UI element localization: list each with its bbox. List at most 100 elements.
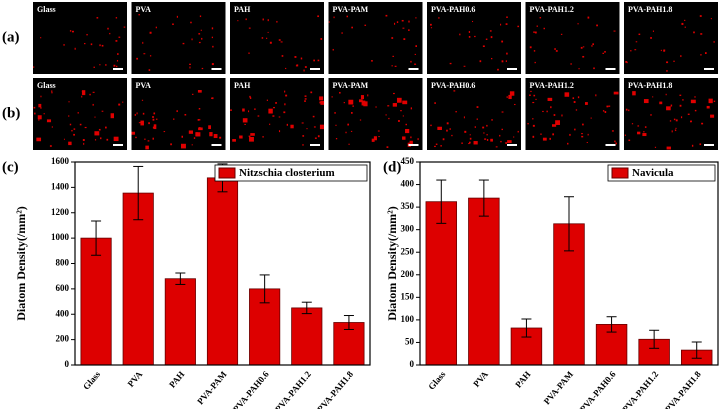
speck [301,122,304,124]
x-tick-label: Glass [81,369,102,392]
speck [306,128,308,130]
error-bar [478,179,489,217]
error-bar [691,341,702,359]
speck [201,67,204,70]
speck [101,44,104,47]
speck [491,119,493,121]
plot-frame [74,161,371,366]
speck [51,126,53,128]
speck [261,37,264,39]
speck [346,15,349,18]
speck [116,60,119,62]
speck [90,43,93,46]
micrograph [427,78,521,150]
speck [358,99,363,103]
image-label: PVA-PAM [333,81,369,90]
speck [68,141,72,146]
speck [391,65,393,67]
speck [269,123,271,126]
micrograph [230,78,324,150]
speck [694,109,697,112]
speck [360,95,365,100]
speck [543,27,545,30]
speck [501,128,503,131]
speck [278,39,281,41]
speck [68,115,70,117]
speck [402,136,406,140]
speck [700,33,703,35]
speck [535,98,537,101]
speck [148,122,150,125]
speck [596,24,598,27]
speck [257,115,260,117]
speck [38,103,42,108]
speck [532,101,535,104]
speck [396,97,402,103]
speck [33,66,35,68]
speck [534,61,536,64]
speck [40,107,42,109]
speck [581,135,584,138]
speck [266,37,268,39]
speck [319,124,324,130]
speck [86,33,88,36]
bar [425,201,458,366]
speck [700,54,702,56]
speck [364,24,367,26]
speck [170,143,172,146]
speck [135,136,137,139]
speck [40,37,42,39]
y-tick-label: 1000 [51,232,70,242]
speck [92,91,95,93]
speck [680,116,683,119]
speck [190,21,192,24]
legend-box [607,164,716,182]
speck [68,101,70,103]
speck [332,48,334,51]
speck [673,118,676,121]
speck [211,27,214,30]
speck [63,138,65,140]
speck [199,126,201,129]
speck [392,103,397,107]
scale-bar [408,68,419,70]
speck [529,94,531,96]
y-tick-label: 1400 [51,181,70,191]
speck [405,123,407,126]
speck [199,15,202,18]
speck [267,19,269,22]
speck [604,111,607,114]
speck [471,20,474,23]
speck [455,111,457,113]
speck [468,142,470,145]
error-bar [175,272,186,285]
speck [144,138,146,140]
speck [155,118,158,120]
x-tick-label: PVA-PAH1.2 [621,369,661,409]
speck [269,41,272,44]
speck [415,17,417,19]
speck [359,119,362,121]
x-tick-label: PAH [167,369,186,389]
x-tick-label: PVA [471,369,490,389]
speck [675,119,678,122]
speck [549,137,551,140]
speck [152,116,155,118]
speck [244,123,246,125]
speck [43,113,45,115]
error-bar [133,165,144,221]
speck [250,133,255,136]
y-tick-label: 50 [405,337,415,347]
speck [630,50,632,52]
speck [464,130,467,133]
speck [650,37,652,39]
speck [584,102,588,105]
speck [679,104,682,107]
speck [136,57,138,60]
speck [350,112,353,114]
speck [670,104,673,107]
speck [514,103,516,106]
speck [180,143,186,149]
speck [71,129,73,132]
speck [393,22,396,25]
